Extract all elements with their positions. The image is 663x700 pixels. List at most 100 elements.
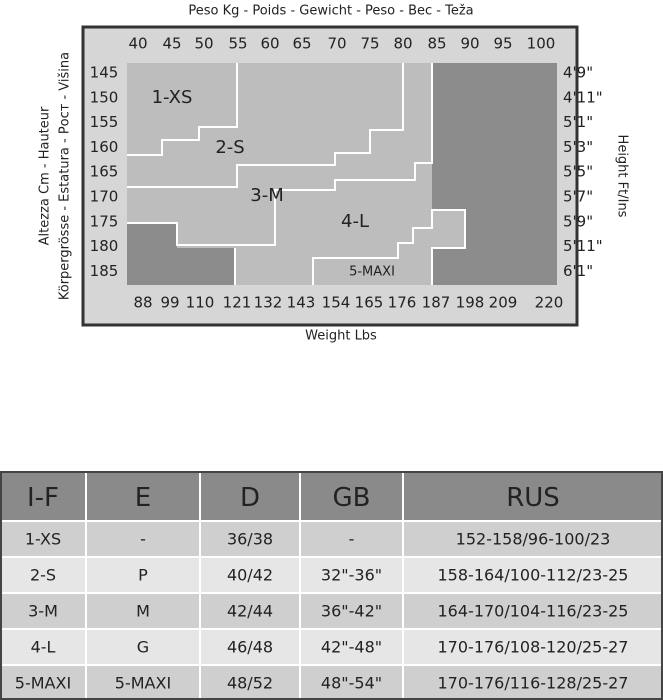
lbs-label: 198 [456,294,485,312]
top-title: Peso Kg - Poids - Gewicht - Peso - Вес -… [188,4,473,19]
cell-text: 4-L [31,638,56,657]
dark-region [127,225,235,285]
region-label: 5-MAXI [349,265,395,280]
lbs-label: 110 [186,294,215,312]
cell [402,664,663,700]
cell-text: 1-XS [25,530,61,549]
ft-label: 5'11" [563,237,603,255]
cm-label: 180 [90,237,119,255]
lbs-label: 220 [535,294,564,312]
left-title: Körpergrösse - Estatura - Рост - Višina [58,52,73,300]
left-title: Altezza Cm - Hauteur [38,106,53,245]
kg-label: 40 [128,35,147,53]
cm-label: 175 [90,212,119,230]
dark-region [432,63,557,285]
ft-label: 6'1" [563,262,593,280]
cell-text: 46/48 [227,638,273,657]
lbs-label: 176 [388,294,417,312]
cell [299,664,404,700]
cell [402,520,663,558]
cell-text: 164-170/104-116/23-25 [438,602,629,621]
cell-text: 48/52 [227,674,273,693]
bottom-title: Weight Lbs [305,329,377,344]
cell-text: 36"-42" [321,602,382,621]
cell-text: 5-MAXI [15,674,71,693]
lbs-label: 165 [355,294,384,312]
cell-text: 170-176/116-128/25-27 [438,674,629,693]
cm-label: 160 [90,138,119,156]
region-borders [127,63,466,285]
lbs-label: 121 [223,294,252,312]
kg-label: 80 [393,35,412,53]
cell-text: 2-S [30,566,56,585]
ft-label: 4'11" [563,88,603,106]
cell-text: 3-M [28,602,58,621]
table: I-F E D GB RUS 1-XS - 36/38 - 152-158/96-100/23 2-… [0,471,663,700]
cm-label: 165 [90,163,119,181]
header-text: D [240,483,260,513]
ft-label: 5'7" [563,188,593,206]
cell-text: 40/42 [227,566,273,585]
cell-text: - [349,530,355,549]
kg-label: 90 [460,35,479,53]
cell-text: 48"-54" [321,674,382,693]
kg-label: 70 [327,35,346,53]
cell [402,628,663,666]
header-text: I-F [27,483,59,513]
lbs-label: 88 [133,294,152,312]
cell-text: 5-MAXI [115,674,171,693]
cell [199,628,301,666]
header-text: GB [333,483,371,513]
kg-label: 55 [228,35,247,53]
region-label: 4-L [341,211,369,232]
kg-label: 100 [527,35,556,53]
cell [299,556,404,594]
right-title: Height Ft/Ins [615,135,630,218]
lbs-label: 132 [254,294,283,312]
cell-text: 152-158/96-100/23 [456,530,611,549]
region-label: 1-XS [152,87,193,108]
cm-label: 185 [90,262,119,280]
cell-text: - [140,530,146,549]
header-cell [85,471,201,522]
region-label: 2-S [215,137,244,158]
cell [402,556,663,594]
lbs-label: 143 [287,294,316,312]
ft-label: 5'9" [563,212,593,230]
cell [85,556,201,594]
kg-label: 65 [292,35,311,53]
ft-label: 5'5" [563,163,593,181]
table-border [0,471,663,700]
region-label: 3-M [250,185,283,206]
cell [85,592,201,630]
cell-text: 170-176/108-120/25-27 [438,638,629,657]
cm-label: 170 [90,188,119,206]
lbs-label: 99 [160,294,179,312]
lbs-label: 209 [489,294,518,312]
cell [402,592,663,630]
ft-label: 4'9" [563,64,593,82]
header-cell [402,471,663,522]
header-text: RUS [506,483,560,513]
cell-text: 42"-48" [321,638,382,657]
ft-label: 5'1" [563,113,593,131]
kg-label: 75 [360,35,379,53]
header-cell [199,471,301,522]
cell [199,664,301,700]
cell-text: P [138,566,148,585]
cell-text: 36/38 [227,530,273,549]
lbs-label: 154 [322,294,351,312]
cell-text: M [136,602,150,621]
kg-label: 60 [260,35,279,53]
ft-label: 5'3" [563,138,593,156]
cm-label: 155 [90,113,119,131]
cell-text: 42/44 [227,602,273,621]
cell-text: 158-164/100-112/23-25 [438,566,629,585]
cell-text: 32"-36" [321,566,382,585]
header-text: E [135,483,151,513]
diagram-labels: Peso Kg - Poids - Gewicht - Peso - Вес -… [38,4,630,344]
kg-label: 85 [427,35,446,53]
cm-label: 145 [90,64,119,82]
cm-label: 150 [90,88,119,106]
